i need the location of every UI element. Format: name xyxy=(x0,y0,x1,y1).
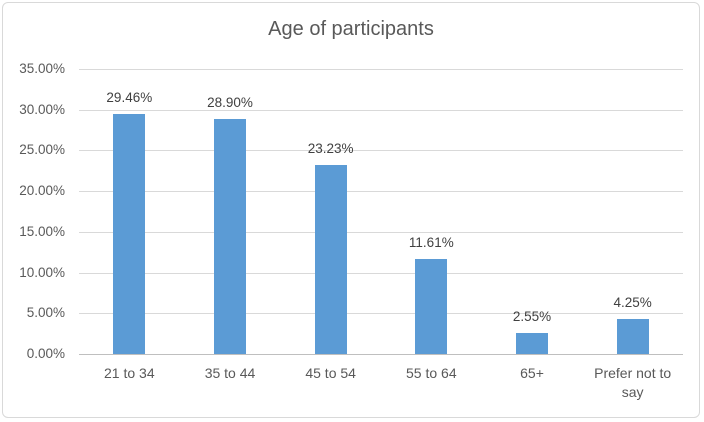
bar-data-label: 4.25% xyxy=(613,295,652,311)
y-gridline xyxy=(79,191,683,193)
bar-35-to-44 xyxy=(214,118,246,354)
y-gridline xyxy=(79,69,683,70)
bar-21-to-34 xyxy=(113,114,146,354)
y-axis-tick-label: 30.00% xyxy=(19,101,65,117)
bar-55-to-64 xyxy=(415,259,448,354)
y-axis-tick-label: 20.00% xyxy=(19,183,65,199)
x-axis-category-label: 45 to 54 xyxy=(305,365,356,381)
chart-title: Age of participants xyxy=(268,18,434,40)
bar-data-label: 29.46% xyxy=(106,90,153,106)
bar-65- xyxy=(516,333,548,354)
y-axis-tick-label: 15.00% xyxy=(19,223,65,239)
y-gridline xyxy=(79,109,683,111)
y-gridline xyxy=(79,150,683,152)
y-gridline xyxy=(79,231,683,233)
bar-data-label: 11.61% xyxy=(408,235,454,251)
bar-prefer-not-to-say xyxy=(616,319,649,354)
bar-data-label: 2.55% xyxy=(512,309,552,325)
chart-container: Age of participants 29.46% 28.90% 23.23% 11… xyxy=(2,2,700,418)
x-axis-line xyxy=(79,354,683,355)
y-axis-tick-label: 10.00% xyxy=(19,264,65,280)
y-axis-tick-label: 5.00% xyxy=(26,305,65,321)
y-gridline xyxy=(79,313,683,315)
y-axis-tick-label: 35.00% xyxy=(19,61,65,76)
plot-area: 29.46% 28.90% 23.23% 11.61% 2.55% 4.25% xyxy=(79,69,683,355)
bar-data-label: 28.90% xyxy=(207,94,253,110)
x-axis-category-label: Prefer not to say xyxy=(594,365,672,400)
x-axis-category-label: 21 to 34 xyxy=(104,365,155,381)
x-axis-category-label: 65+ xyxy=(520,365,544,381)
y-axis-tick-label: 25.00% xyxy=(19,142,65,158)
bar-data-label: 23.23% xyxy=(307,140,354,156)
x-axis-category-label: 35 to 44 xyxy=(204,365,256,381)
x-axis-category-label: 55 to 64 xyxy=(406,365,457,381)
y-gridline xyxy=(79,272,683,274)
bar-45-to-54 xyxy=(314,164,347,354)
y-axis-tick-label: 0.00% xyxy=(26,346,65,361)
